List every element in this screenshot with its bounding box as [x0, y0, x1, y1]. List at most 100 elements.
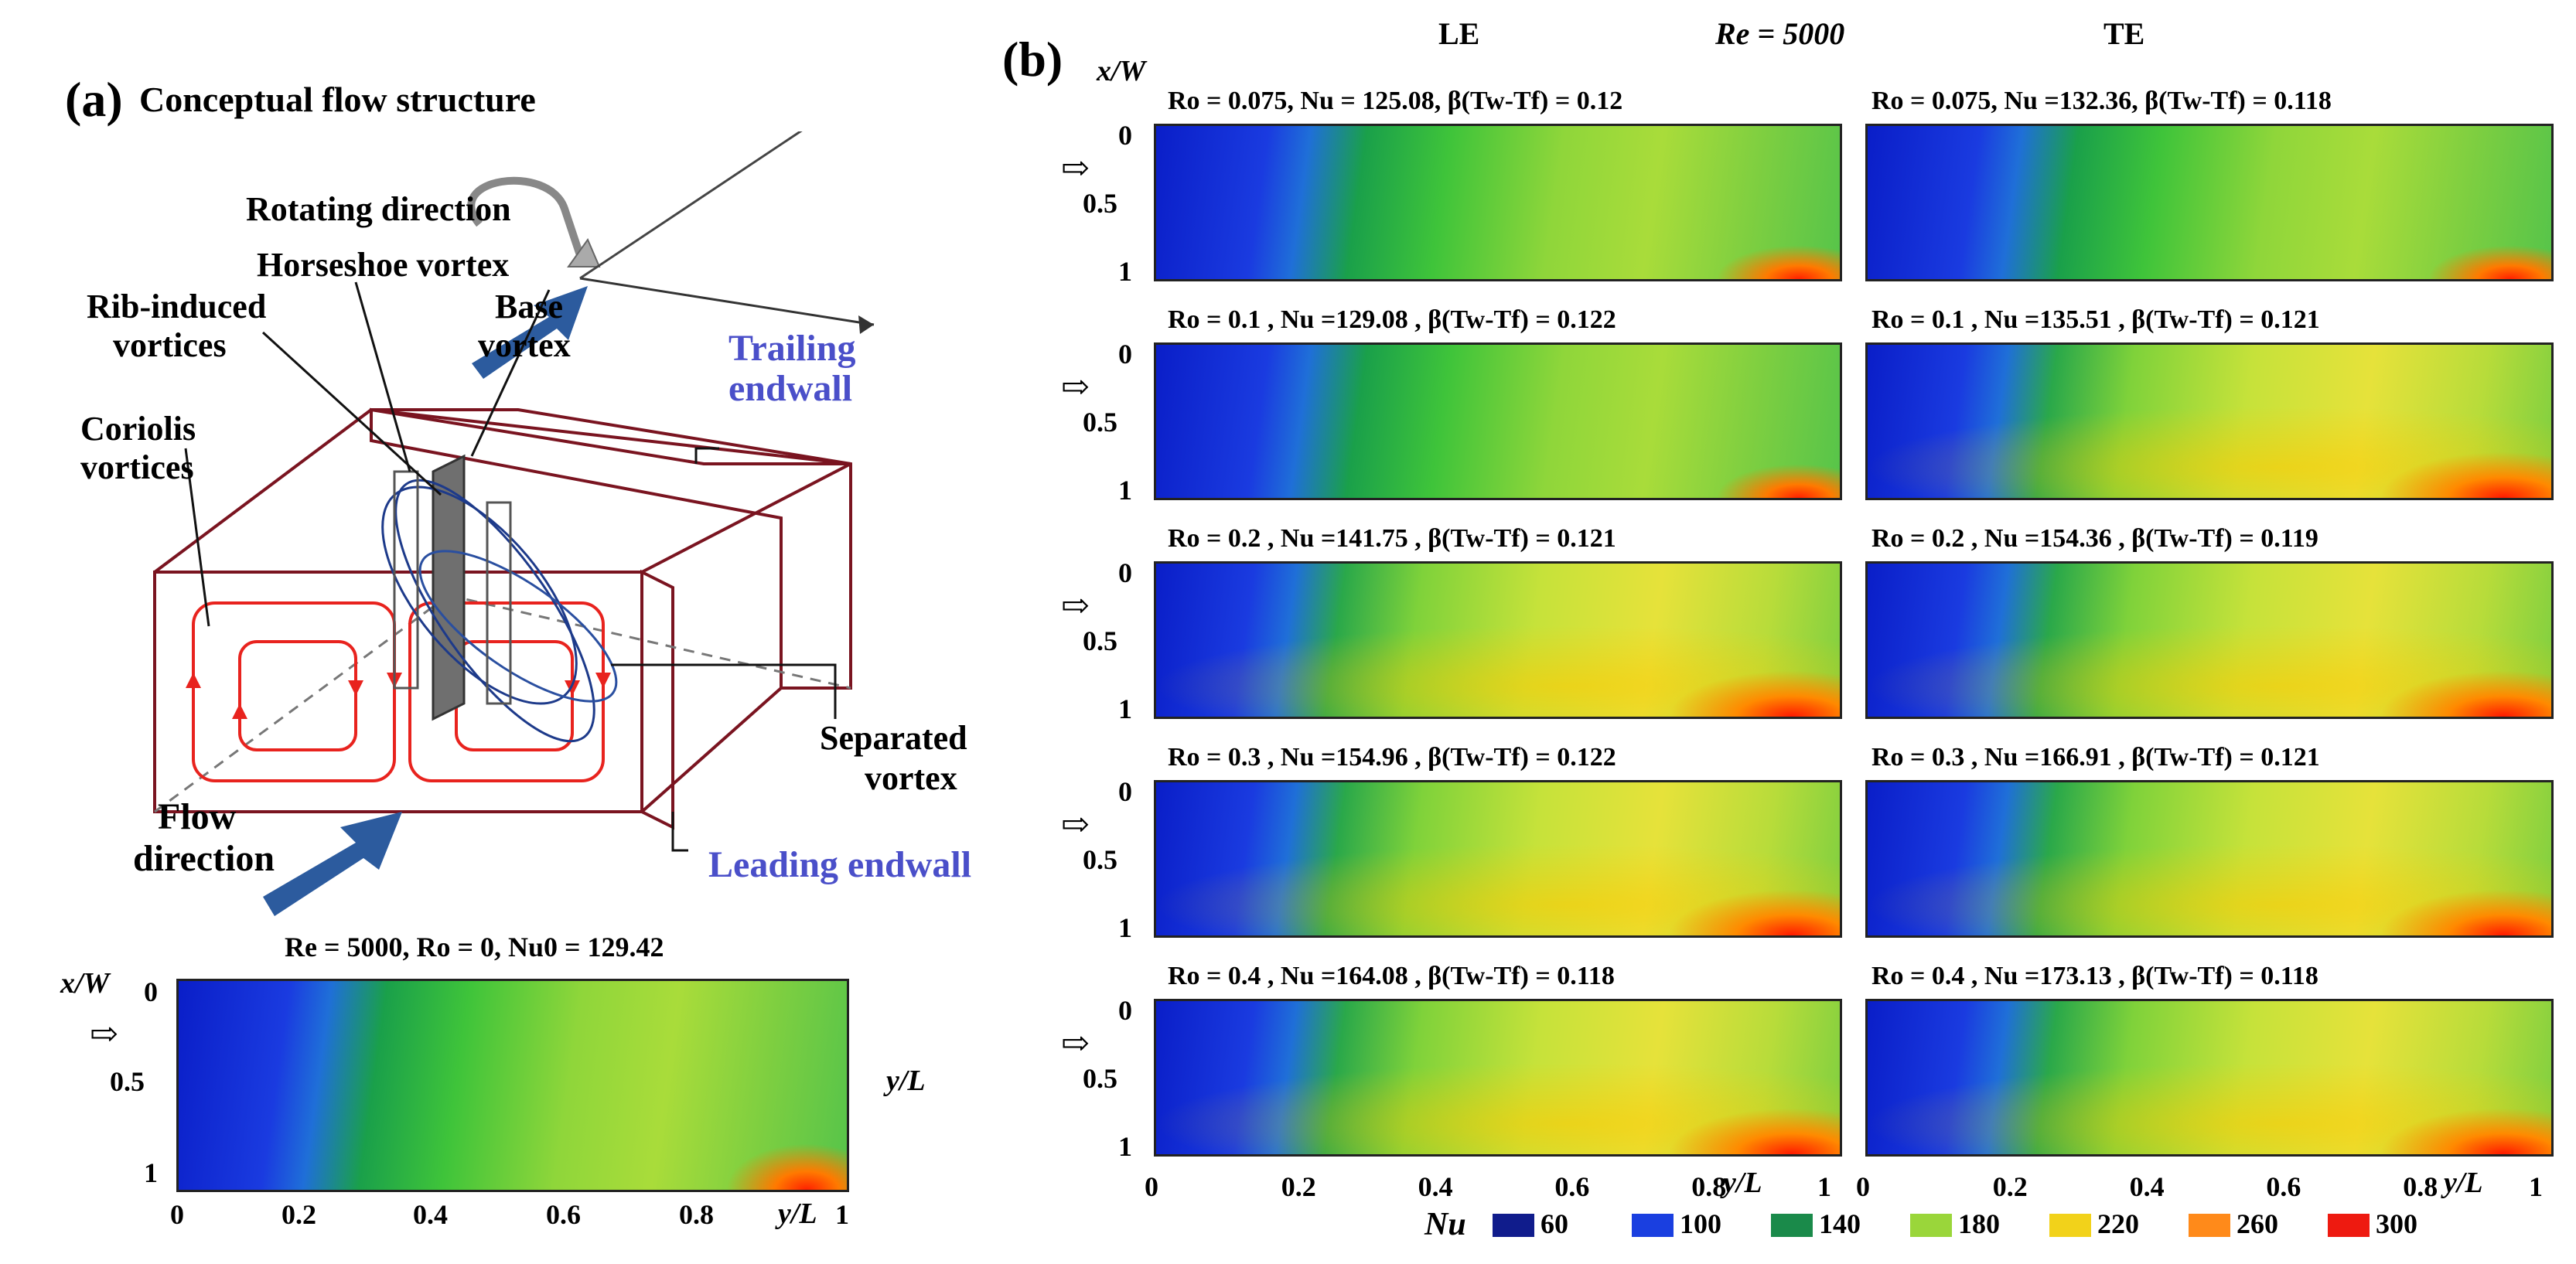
- nu-contour-map-le: [1154, 342, 1842, 500]
- inlet-arrow-icon: ⇨: [1061, 149, 1090, 187]
- static-y-tick-0: 0: [144, 976, 158, 1007]
- panel-b-tag: (b): [1002, 32, 1063, 87]
- static-nu-contour-map: [176, 979, 849, 1192]
- row-caption-le: Ro = 0.075, Nu = 125.08, β(Tw-Tf) = 0.12: [1168, 87, 1623, 115]
- y-tick: 0.5: [1083, 625, 1117, 656]
- panel-b-y-axis-label: x/W: [1097, 55, 1146, 87]
- inlet-arrow-icon: ⇨: [1061, 587, 1090, 625]
- label-flow-2: direction: [133, 838, 275, 879]
- inlet-arrow-icon: ⇨: [1061, 806, 1090, 843]
- static-x-tick-5: 1: [835, 1199, 849, 1230]
- panel-b-x-axis-label-le: y/L: [1723, 1167, 1762, 1199]
- row-caption-le: Ro = 0.3 , Nu =154.96 , β(Tw-Tf) = 0.122: [1168, 743, 1616, 772]
- legend-swatch: [1771, 1214, 1813, 1237]
- nu-contour-map-te: [1865, 124, 2554, 281]
- legend-level: 140: [1819, 1208, 1861, 1239]
- label-base-vortex-1: Base: [495, 288, 563, 325]
- coriolis-vortex-right-outer: [408, 601, 605, 782]
- nu-contour-map-le: [1154, 999, 1842, 1157]
- legend-level: 260: [2237, 1208, 2278, 1239]
- y-tick: 0.5: [1083, 407, 1117, 438]
- label-coriolis-2: vortices: [80, 448, 194, 486]
- y-tick: 0.5: [1083, 1063, 1117, 1094]
- y-tick: 0.5: [1083, 188, 1117, 219]
- legend-swatch: [2189, 1214, 2230, 1237]
- y-tick: 0: [1118, 995, 1132, 1026]
- x-tick-te: 0: [1856, 1171, 1870, 1202]
- legend-swatch: [2328, 1214, 2370, 1237]
- panel-a-title: Conceptual flow structure: [139, 80, 536, 119]
- y-tick: 0: [1118, 120, 1132, 151]
- x-tick-te: 0.6: [2266, 1171, 2301, 1202]
- x-tick-le: 0: [1145, 1171, 1158, 1202]
- x-tick-le: 1: [1817, 1171, 1831, 1202]
- panel-b-x-axis-label-te: y/L: [2444, 1167, 2483, 1199]
- row-caption-le: Ro = 0.4 , Nu =164.08 , β(Tw-Tf) = 0.118: [1168, 962, 1615, 990]
- label-separated-1: Separated: [820, 719, 967, 757]
- panel-a-tag: (a): [65, 72, 123, 127]
- label-trailing-endwall-1: Trailing: [728, 328, 856, 369]
- legend-level: 300: [2376, 1208, 2417, 1239]
- row-caption-te: Ro = 0.075, Nu =132.36, β(Tw-Tf) = 0.118: [1871, 87, 2332, 115]
- legend-level: 60: [1540, 1208, 1568, 1239]
- y-tick: 0: [1118, 776, 1132, 807]
- y-tick: 1: [1118, 475, 1132, 506]
- legend-swatch: [1493, 1214, 1534, 1237]
- legend-title: Nu: [1424, 1207, 1466, 1242]
- nu-contour-map-le: [1154, 561, 1842, 719]
- row-caption-le: Ro = 0.1 , Nu =129.08 , β(Tw-Tf) = 0.122: [1168, 305, 1616, 334]
- inlet-arrow-icon: ⇨: [1061, 368, 1090, 406]
- col-header-te: TE: [2103, 16, 2145, 51]
- row-caption-te: Ro = 0.1 , Nu =135.51 , β(Tw-Tf) = 0.121: [1871, 305, 2320, 334]
- legend-level: 220: [2097, 1208, 2139, 1239]
- static-y-tick-1: 0.5: [110, 1066, 145, 1097]
- label-separated-2: vortex: [865, 759, 957, 797]
- nu-contour-map-te: [1865, 561, 2554, 719]
- static-x-tick-4: 0.8: [679, 1199, 714, 1230]
- static-x-tick-3: 0.6: [546, 1199, 581, 1230]
- static-inlet-arrow-icon: ⇨: [90, 1015, 118, 1053]
- static-x-tick-0: 0: [170, 1199, 184, 1230]
- inlet-flow-arrow: [263, 812, 402, 916]
- label-leading-endwall: Leading endwall: [708, 844, 972, 885]
- legend-swatch: [1910, 1214, 1952, 1237]
- row-caption-te: Ro = 0.3 , Nu =166.91 , β(Tw-Tf) = 0.121: [1871, 743, 2320, 772]
- x-tick-te: 0.8: [2403, 1171, 2438, 1202]
- col-header-le: LE: [1438, 16, 1480, 51]
- row-caption-te: Ro = 0.4 , Nu =173.13 , β(Tw-Tf) = 0.118: [1871, 962, 2318, 990]
- coriolis-vortex-left-outer: [192, 601, 396, 782]
- inlet-arrow-icon: ⇨: [1061, 1024, 1090, 1062]
- conceptual-flow-diagram: [153, 131, 875, 916]
- x-tick-le: 0.8: [1691, 1171, 1727, 1202]
- static-map-y-axis-label: x/W: [60, 967, 110, 1000]
- label-base-vortex-2: vortex: [478, 326, 571, 364]
- y-tick: 1: [1118, 912, 1132, 943]
- label-trailing-endwall-2: endwall: [728, 368, 853, 409]
- y-tick: 0: [1118, 557, 1132, 588]
- label-rib-induced-2: vortices: [113, 326, 227, 364]
- y-tick: 1: [1118, 1131, 1132, 1162]
- nu-contour-map-te: [1865, 780, 2554, 938]
- static-x-tick-1: 0.2: [281, 1199, 316, 1230]
- x-tick-le: 0.2: [1281, 1171, 1316, 1202]
- nu-contour-map-le: [1154, 780, 1842, 938]
- label-rotating-direction: Rotating direction: [246, 190, 511, 228]
- legend-swatch: [1632, 1214, 1674, 1237]
- coriolis-vortex-right-inner: [455, 640, 574, 751]
- x-tick-te: 0.4: [2129, 1171, 2165, 1202]
- x-tick-le: 0.6: [1554, 1171, 1590, 1202]
- label-coriolis-1: Coriolis: [80, 410, 196, 448]
- rotation-arrow: [467, 176, 584, 257]
- label-flow-1: Flow: [158, 796, 237, 837]
- re-header: Re = 5000: [1715, 16, 1845, 51]
- static-map-caption: Re = 5000, Ro = 0, Nu0 = 129.42: [285, 932, 664, 962]
- static-x-tick-2: 0.4: [413, 1199, 448, 1230]
- x-tick-te: 1: [2529, 1171, 2543, 1202]
- nu-contour-map-le: [1154, 124, 1842, 281]
- legend-level: 180: [1958, 1208, 2000, 1239]
- nu-contour-map-te: [1865, 999, 2554, 1157]
- label-horseshoe-vortex: Horseshoe vortex: [257, 246, 510, 284]
- y-tick: 0: [1118, 339, 1132, 370]
- static-y-tick-2: 1: [144, 1157, 158, 1188]
- row-caption-te: Ro = 0.2 , Nu =154.36 , β(Tw-Tf) = 0.119: [1871, 524, 2318, 553]
